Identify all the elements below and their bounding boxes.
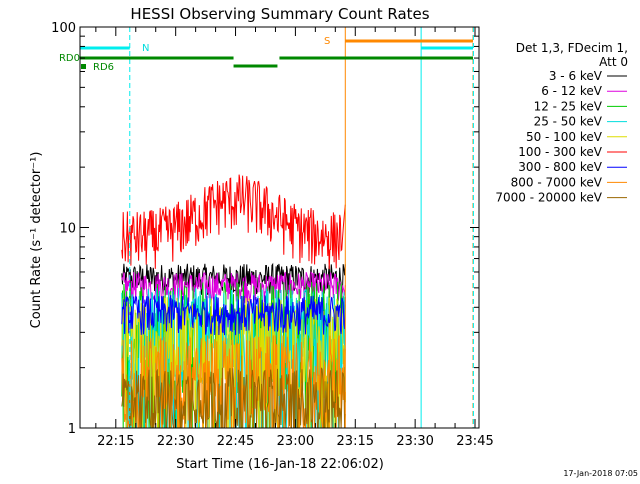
x-tick-label-6: 23:45 — [456, 434, 493, 449]
saa-label: S — [324, 36, 330, 47]
night-label: N — [142, 43, 149, 54]
x-tick-label-5: 23:30 — [396, 434, 433, 449]
x-tick-label-1: 22:30 — [157, 434, 194, 449]
date-stamp: 17-Jan-2018 07:05 — [563, 469, 638, 478]
x-tick-label-0: 22:15 — [97, 434, 134, 449]
legend-header-line-1: Det 1,3, FDecim 1, — [516, 41, 628, 55]
legend-label-4: 50 - 100 keV — [526, 130, 603, 144]
legend-label-8: 7000 - 20000 keV — [495, 191, 602, 205]
series-line-5 — [121, 174, 346, 270]
x-tick-label-2: 22:45 — [217, 434, 254, 449]
rd6-label: RD6 — [93, 62, 114, 73]
y-tick-label-0: 1 — [68, 422, 76, 437]
chart-title: HESSI Observing Summary Count Rates — [130, 5, 429, 23]
series-line-6 — [121, 295, 346, 336]
legend-label-3: 25 - 50 keV — [534, 115, 603, 129]
legend-label-0: 3 - 6 keV — [549, 69, 603, 83]
legend-label-5: 100 - 300 keV — [518, 145, 602, 159]
legend-label-7: 800 - 7000 keV — [511, 175, 603, 189]
rd0-label: RD0 — [59, 53, 80, 64]
legend-label-6: 300 - 800 keV — [518, 160, 602, 174]
legend-label-2: 12 - 25 keV — [534, 99, 603, 113]
series-line-8 — [121, 367, 346, 429]
x-axis-label: Start Time (16-Jan-18 22:06:02) — [176, 457, 384, 472]
y-tick-label-1: 10 — [59, 222, 76, 237]
legend-label-1: 6 - 12 keV — [541, 84, 603, 98]
rd6-marker — [81, 64, 86, 69]
plot-area: RD0 RD6 N S — [59, 27, 474, 429]
legend-header-line-2: Att 0 — [599, 55, 628, 69]
y-tick-label-2: 100 — [51, 21, 76, 36]
axes: 22:15 22:30 22:45 23:00 23:15 23:30 23:45 1 10 10… — [51, 21, 494, 449]
x-tick-label-3: 23:00 — [277, 434, 314, 449]
x-tick-label-4: 23:15 — [337, 434, 374, 449]
y-axis-label: Count Rate (s⁻¹ detector⁻¹) — [29, 152, 44, 329]
